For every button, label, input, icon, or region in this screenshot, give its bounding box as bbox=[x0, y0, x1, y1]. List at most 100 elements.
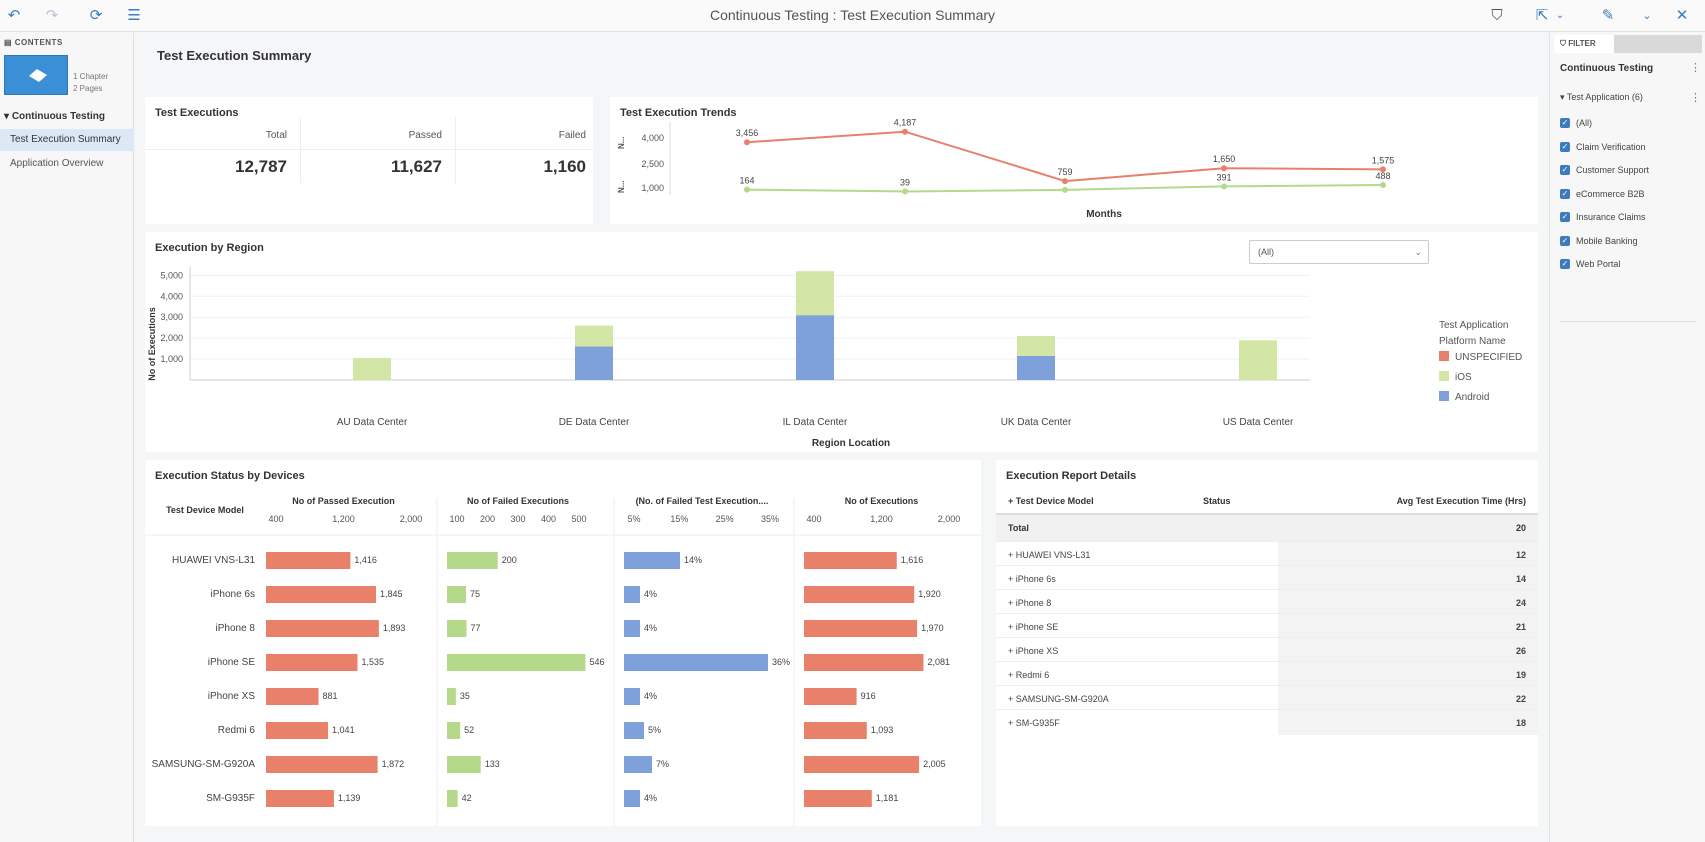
trend-label: 164 bbox=[739, 176, 754, 186]
device-axis-tick: 35% bbox=[761, 514, 779, 524]
table-row[interactable]: + iPhone 8 24 bbox=[996, 589, 1538, 615]
device-bar bbox=[804, 620, 918, 637]
device-label: SAMSUNG-SM-G920A bbox=[152, 759, 256, 770]
table-row[interactable]: + HUAWEI VNS-L31 12 bbox=[996, 541, 1538, 567]
filter-option-label: Web Portal bbox=[1576, 259, 1621, 269]
device-bar-label: 200 bbox=[502, 555, 517, 565]
region-y-tick: 1,000 bbox=[160, 354, 183, 364]
trend-point bbox=[1380, 166, 1386, 173]
row-avg-time: 26 bbox=[1515, 646, 1526, 656]
kpi-passed-value: 11,627 bbox=[390, 157, 442, 176]
edit-icon[interactable]: ✎ bbox=[1601, 7, 1615, 24]
contents-header: ▤ CONTENTS bbox=[4, 38, 63, 47]
trend-label: 1,650 bbox=[1213, 154, 1236, 164]
device-bar-label: 2,081 bbox=[927, 657, 950, 667]
toc-icon[interactable]: ☰ bbox=[127, 7, 141, 24]
report-header-model[interactable]: + Test Device Model bbox=[1008, 496, 1094, 506]
trend-point bbox=[744, 139, 750, 146]
device-bar-label: 1,535 bbox=[362, 657, 385, 667]
more-options-icon[interactable]: ⋮ bbox=[1690, 92, 1701, 104]
kpi-header-divider bbox=[145, 149, 593, 150]
filter-option[interactable]: ✓ Insurance Claims bbox=[1560, 210, 1646, 224]
checkbox-checked-icon[interactable]: ✓ bbox=[1560, 212, 1570, 222]
chapter-thumbnail[interactable] bbox=[4, 55, 68, 95]
kpi-failed-value: 1,160 bbox=[543, 157, 586, 176]
table-row[interactable]: + Redmi 6 19 bbox=[996, 661, 1538, 687]
device-bar-label: 1,970 bbox=[921, 623, 944, 633]
checkbox-checked-icon[interactable]: ✓ bbox=[1560, 141, 1570, 152]
trends-card: Test Execution Trends N... N... 4,000 2,… bbox=[610, 97, 1538, 224]
chevron-down-icon[interactable]: ⌄ bbox=[1555, 10, 1565, 21]
checkbox-checked-icon[interactable]: ✓ bbox=[1560, 235, 1570, 246]
refresh-icon[interactable]: ⟳ bbox=[89, 7, 103, 24]
trend-label: 39 bbox=[900, 177, 910, 187]
device-bar-label: 36% bbox=[772, 657, 790, 667]
checkbox-checked-icon[interactable]: ✓ bbox=[1560, 188, 1570, 199]
row-avg-time: 21 bbox=[1515, 622, 1526, 632]
filter-option[interactable]: ✓ (All) bbox=[1560, 116, 1592, 130]
page-application-overview[interactable]: Application Overview bbox=[10, 158, 104, 169]
row-model: + iPhone SE bbox=[1008, 622, 1059, 632]
filter-group[interactable]: ▾ Test Application (6) bbox=[1560, 92, 1643, 102]
share-icon[interactable]: ⇱ bbox=[1535, 7, 1549, 24]
row-avg-time: 24 bbox=[1515, 598, 1526, 608]
legend-item: UNSPECIFIED bbox=[1455, 352, 1522, 363]
filter-option[interactable]: ✓ eCommerce B2B bbox=[1560, 187, 1645, 201]
device-bar-label: 546 bbox=[589, 657, 604, 667]
close-icon[interactable]: ✕ bbox=[1675, 7, 1689, 24]
device-axis-tick: 500 bbox=[571, 514, 586, 524]
row-avg-time: 18 bbox=[1515, 718, 1526, 728]
trend-point bbox=[1221, 165, 1227, 172]
device-bar-label: 133 bbox=[485, 759, 500, 769]
device-bar-label: 1,616 bbox=[901, 555, 924, 565]
undo-icon[interactable]: ↶ bbox=[7, 7, 21, 24]
table-row[interactable]: + SM-G935F 18 bbox=[996, 709, 1538, 735]
device-bar-label: 1,416 bbox=[354, 555, 377, 565]
filter-option-label: Mobile Banking bbox=[1576, 235, 1638, 246]
collapse-icon[interactable]: ⌄ bbox=[1642, 10, 1652, 22]
device-label: HUAWEI VNS-L31 bbox=[172, 555, 255, 566]
checkbox-checked-icon[interactable]: ✓ bbox=[1560, 118, 1570, 128]
filter-tab[interactable]: ⛉ FILTER bbox=[1554, 35, 1614, 53]
device-col-title: No of Passed Execution bbox=[292, 496, 395, 506]
device-bar bbox=[804, 790, 872, 807]
device-bar-label: 2,005 bbox=[923, 759, 946, 769]
region-bar-ios bbox=[1239, 340, 1277, 380]
filter-icon[interactable]: ⛉ bbox=[1491, 7, 1503, 24]
table-row[interactable]: + SAMSUNG-SM-G920A 22 bbox=[996, 685, 1538, 711]
trends-y-label-2: N... bbox=[617, 181, 626, 193]
contents-icon: ▤ bbox=[4, 38, 15, 47]
filter-option[interactable]: ✓ Web Portal bbox=[1560, 257, 1620, 271]
checkbox-checked-icon[interactable]: ✓ bbox=[1560, 259, 1570, 269]
row-avg-time: 19 bbox=[1515, 670, 1526, 680]
redo-icon[interactable]: ↷ bbox=[45, 7, 59, 24]
device-bar-label: 1,845 bbox=[380, 589, 403, 599]
table-row[interactable]: + iPhone XS 26 bbox=[996, 637, 1538, 663]
page-test-execution-summary[interactable]: Test Execution Summary bbox=[0, 129, 134, 151]
trend-point bbox=[1221, 183, 1227, 190]
region-x-tick: UK Data Center bbox=[1001, 417, 1072, 428]
region-bar-ios bbox=[575, 325, 613, 347]
trend-label: 4,187 bbox=[894, 118, 917, 128]
table-row[interactable]: + iPhone SE 21 bbox=[996, 613, 1538, 639]
device-bar-label: 7% bbox=[656, 759, 669, 769]
more-options-icon[interactable]: ⋮ bbox=[1690, 62, 1701, 74]
device-bar bbox=[624, 722, 644, 739]
chapter-continuous-testing[interactable]: ▾ Continuous Testing bbox=[4, 111, 105, 122]
filter-option-label: Insurance Claims bbox=[1576, 212, 1646, 222]
filter-option[interactable]: ✓ Claim Verification bbox=[1560, 140, 1646, 154]
trend-point bbox=[902, 188, 908, 195]
region-bar-ios bbox=[796, 271, 834, 316]
device-bar bbox=[266, 654, 358, 671]
filter-option[interactable]: ✓ Mobile Banking bbox=[1560, 234, 1638, 248]
table-row[interactable]: + iPhone 6s 14 bbox=[996, 565, 1538, 591]
device-bar bbox=[447, 552, 498, 569]
device-bar-label: 4% bbox=[644, 623, 657, 633]
checkbox-checked-icon[interactable]: ✓ bbox=[1560, 165, 1570, 175]
filter-option[interactable]: ✓ Customer Support bbox=[1560, 163, 1649, 177]
device-bar bbox=[624, 654, 768, 671]
report-header-avg-time: Avg Test Execution Time (Hrs) bbox=[1396, 496, 1526, 506]
device-bar bbox=[266, 620, 379, 637]
trends-y-tick: 1,000 bbox=[641, 183, 664, 193]
region-dropdown[interactable]: (All) ⌄ bbox=[1249, 240, 1429, 264]
